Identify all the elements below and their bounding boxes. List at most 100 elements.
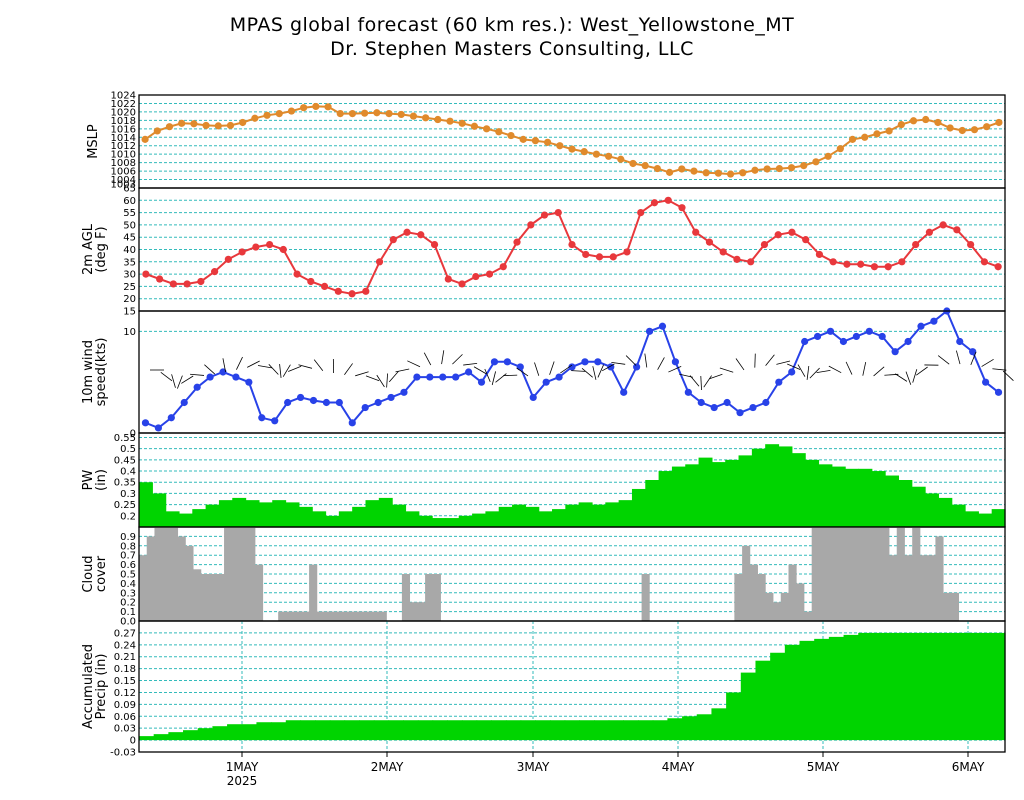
pw-bar [858, 468, 873, 527]
wind-point [296, 393, 305, 402]
pw-bar [272, 500, 287, 527]
cloud-bar [881, 527, 890, 621]
temp-point [692, 228, 700, 236]
mslp-point [519, 135, 527, 143]
pw-bar [645, 480, 660, 527]
wind-point [969, 348, 977, 356]
wind-barb [700, 375, 702, 391]
y-tick-label: 55 [123, 208, 136, 219]
panel-frame [138, 310, 1006, 434]
wind-barb [845, 361, 853, 375]
temp-point [458, 280, 466, 288]
mslp-point [775, 164, 783, 173]
y-tick-label: 0.4 [120, 467, 136, 478]
wind-barb [560, 364, 573, 374]
mslp-point [665, 168, 674, 176]
wind-barb [388, 371, 399, 383]
wind-barb [916, 366, 928, 376]
cloud-bar [378, 611, 387, 621]
pw-bar [378, 497, 393, 527]
wind-point [167, 414, 175, 422]
wind-point [994, 388, 1003, 396]
y-tick-label: 0.12 [114, 688, 136, 699]
pw-bar [472, 513, 486, 527]
y-axis-label: Cloud [81, 555, 96, 592]
y-tick-label: 0.0 [120, 617, 136, 628]
mslp-point [787, 164, 796, 172]
wind-barb [549, 361, 555, 375]
wind-point [671, 358, 680, 366]
cloud-bar [432, 574, 441, 621]
precip-bar [197, 728, 213, 741]
mslp-point [580, 148, 588, 156]
wind-barb [365, 375, 380, 382]
pw-bar [565, 504, 580, 527]
pw-bar [871, 471, 886, 527]
temp-point [307, 277, 315, 286]
mslp-point [324, 103, 332, 111]
cloud-bar [819, 527, 828, 621]
temp-point [788, 228, 796, 236]
precip-bar [623, 720, 639, 741]
temp-point [774, 231, 782, 239]
wind-barb [463, 362, 478, 366]
temp-point [760, 240, 769, 249]
precip-bar [241, 724, 258, 741]
mslp-point [251, 114, 259, 122]
wind-barb [689, 375, 700, 387]
y-tick-label: 0.2 [120, 511, 136, 522]
precip-bar [814, 638, 830, 741]
temp-point [238, 248, 246, 256]
cloud-bar [842, 527, 851, 621]
cloud-bar [278, 611, 287, 621]
precip-bar [285, 720, 302, 741]
wind-point [309, 396, 318, 405]
pw-bar [805, 459, 820, 527]
temp-point [211, 268, 219, 276]
wind-point [529, 393, 537, 402]
temp-point [169, 280, 177, 288]
precip-bar [388, 720, 404, 741]
wind-point [193, 383, 201, 391]
cloud-bar [139, 555, 148, 621]
y-tick-label: 1004 [111, 175, 136, 186]
wind-point [374, 398, 382, 407]
temp-point [375, 258, 384, 266]
pw-bar [205, 504, 220, 527]
pw-bar [445, 518, 460, 527]
cloud-bar [425, 574, 434, 621]
mslp-point [153, 127, 161, 135]
wind-point [464, 368, 473, 376]
cloud-bar [316, 611, 325, 621]
wind-point [284, 398, 292, 407]
pw-bar [365, 500, 380, 527]
precip-bar [652, 720, 669, 741]
precip-bar [946, 632, 962, 741]
wind-point [516, 363, 524, 371]
y-tick-label: 0.15 [114, 676, 136, 687]
wind-barb [534, 362, 540, 376]
cloud-bar [765, 592, 774, 621]
y-tick-label: 35 [123, 257, 136, 268]
pw-bar [925, 493, 939, 527]
cloud-bar [216, 574, 225, 621]
y-axis-label: 2m AGL [81, 223, 96, 275]
pw-bar [725, 459, 740, 527]
mslp-point [970, 126, 979, 134]
pw-bar [232, 497, 247, 527]
wind-barb [765, 354, 775, 366]
wind-barb [298, 364, 313, 369]
temp-point [197, 277, 205, 286]
pw-bar [885, 475, 900, 527]
wind-barb [313, 359, 324, 371]
pw-bar [525, 506, 540, 527]
temp-point [829, 258, 837, 266]
pw-bar [298, 506, 313, 527]
y-tick-label: 1020 [111, 107, 136, 118]
precip-bar [549, 720, 566, 741]
pw-bar [698, 457, 713, 527]
mslp-point [934, 118, 942, 127]
mslp-point [385, 110, 393, 118]
temp-point [499, 263, 507, 271]
